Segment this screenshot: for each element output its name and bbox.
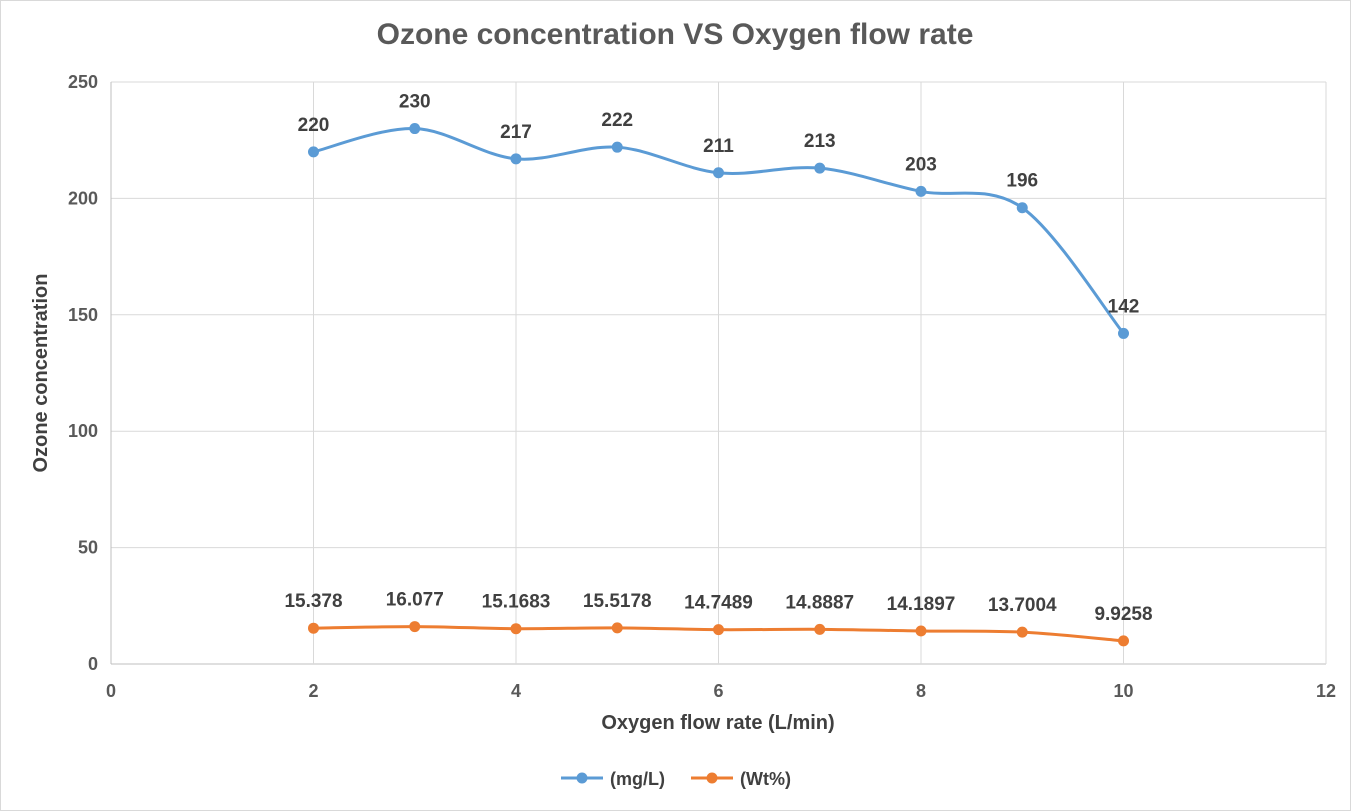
data-point [713,624,724,636]
x-axis-title: Oxygen flow rate (L/min) [601,712,834,734]
data-label: 15.1683 [482,592,551,613]
data-point [510,153,522,165]
data-label: 203 [905,154,937,175]
data-point [409,621,421,633]
data-label: 14.8887 [785,592,854,613]
legend-marker [706,772,718,784]
data-point [1016,202,1028,214]
data-point [409,123,421,135]
legend[interactable]: (mg/L) (Wt%) [561,769,791,789]
legend-marker [576,772,588,784]
data-point [1016,626,1028,638]
data-point [611,141,623,153]
data-point [308,146,319,158]
chart-title: Ozone concentration VS Oxygen flow rate [377,18,974,51]
data-point [915,185,927,197]
y-tick-label: 50 [78,538,98,558]
tick-labels: 0 50 100 150 200 250 0 2 4 6 8 10 12 [68,72,1336,701]
data-label: 220 [298,115,330,136]
data-label: 16.077 [386,590,444,611]
data-label: 213 [804,131,836,152]
y-tick-label: 150 [68,305,98,325]
data-point [510,623,522,635]
y-tick-label: 250 [68,72,98,92]
data-label: 15.5178 [583,591,652,612]
data-label: 14.7489 [684,593,753,614]
data-label: 211 [703,136,734,157]
legend-item[interactable]: (mg/L) [561,769,665,789]
series-wt-percent: 15.378 16.077 15.1683 15.5178 14.7489 14.8887… [284,590,1153,647]
legend-label: (Wt%) [740,769,791,789]
data-point [1118,635,1129,647]
data-label: 15.378 [284,591,342,612]
data-label: 14.1897 [887,594,956,615]
data-point [915,625,927,637]
data-label: 230 [399,92,431,113]
x-tick-label: 0 [106,681,116,701]
data-label: 217 [500,122,532,143]
data-point [814,623,826,635]
data-point [308,622,319,634]
data-point [814,162,826,174]
data-label: 13.7004 [988,595,1057,616]
data-point [611,622,623,634]
x-tick-label: 12 [1316,681,1336,701]
legend-item[interactable]: (Wt%) [691,769,791,789]
x-tick-label: 10 [1113,681,1133,701]
grid-layer [110,81,1327,665]
data-label: 142 [1108,296,1140,317]
data-point [713,167,724,179]
y-tick-label: 200 [68,188,98,208]
y-tick-label: 0 [88,654,98,674]
x-tick-label: 2 [308,681,318,701]
x-tick-label: 4 [511,681,521,701]
data-label: 9.9258 [1094,604,1152,625]
legend-label: (mg/L) [610,769,665,789]
x-tick-label: 8 [916,681,926,701]
data-label: 222 [601,110,633,131]
data-label: 196 [1006,171,1038,192]
series-mg-per-l: 220 230 217 222 211 213 203 196 142 [298,92,1140,339]
y-axis-title: Ozone concentration [30,274,52,473]
y-tick-label: 100 [68,421,98,441]
data-point [1118,327,1129,339]
x-tick-label: 6 [713,681,723,701]
